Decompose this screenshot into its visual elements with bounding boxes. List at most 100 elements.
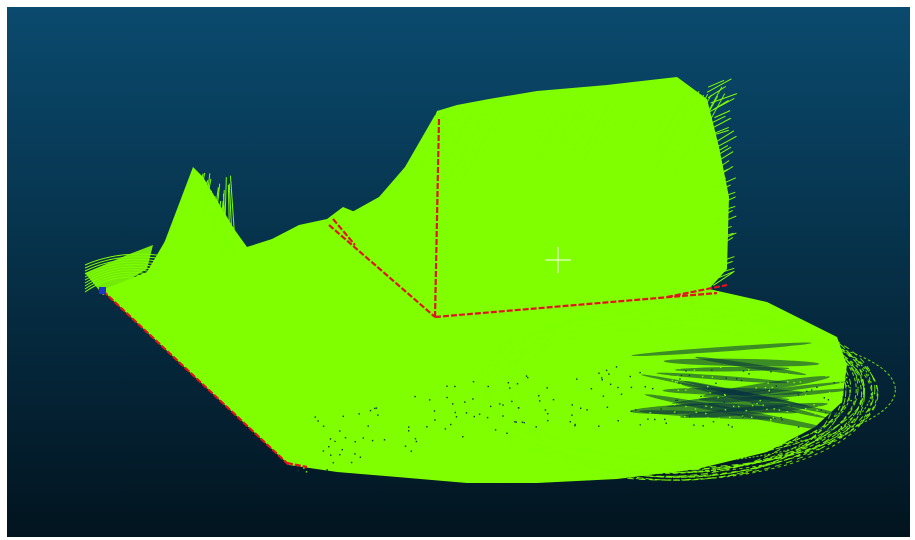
strand [420, 109, 474, 206]
speckle [535, 426, 537, 428]
speckle [532, 423, 535, 425]
speckle [553, 426, 555, 429]
strand [229, 175, 237, 258]
speckle [823, 397, 825, 399]
speckle [315, 463, 317, 465]
speckle [705, 412, 707, 415]
strand [494, 109, 533, 178]
speckle [404, 425, 406, 427]
speckle [852, 421, 854, 423]
speckle [353, 462, 355, 464]
speckle [452, 403, 454, 405]
speckle [834, 394, 837, 397]
speckle [770, 420, 772, 422]
strand [166, 177, 199, 258]
speckle [513, 379, 515, 381]
speckle [574, 423, 576, 426]
speckle [569, 421, 571, 423]
speckle [559, 368, 561, 371]
speckle [523, 396, 525, 399]
strand [714, 210, 724, 219]
speckle [461, 397, 463, 400]
speckle [339, 430, 341, 432]
speckle [711, 376, 714, 378]
point-cloud-viewport[interactable] [7, 7, 910, 537]
speckle [656, 394, 658, 396]
speckle [709, 392, 711, 394]
speckle [673, 404, 676, 406]
speckle [813, 404, 815, 406]
speckle [671, 383, 674, 385]
speckle [727, 424, 730, 426]
speckle [386, 404, 388, 406]
speckle [685, 389, 687, 391]
speckle [521, 421, 524, 423]
strand [713, 166, 734, 179]
strand [658, 90, 700, 164]
strand [710, 196, 729, 206]
speckle [719, 366, 722, 368]
strand [550, 104, 583, 162]
speckle [629, 398, 631, 400]
edge-mid-corner [332, 218, 356, 246]
speckle [679, 379, 681, 381]
strand [193, 181, 208, 258]
strand [711, 191, 736, 201]
speckle [426, 426, 428, 428]
speckle [571, 414, 573, 416]
speckle [835, 379, 837, 381]
speckle [748, 369, 750, 371]
speckle [845, 385, 848, 387]
speckle [298, 450, 301, 452]
speckle [707, 385, 709, 388]
speckle [764, 387, 767, 389]
point-cloud-scene[interactable] [7, 7, 910, 537]
speckle [400, 405, 402, 407]
speckle [738, 405, 740, 408]
speckle [352, 462, 355, 464]
speckle [767, 388, 770, 391]
orbit-ring [467, 311, 852, 464]
speckle [576, 378, 578, 380]
speckle [789, 378, 792, 380]
speckle [584, 369, 587, 372]
speckle [550, 373, 552, 375]
speckle [675, 399, 677, 402]
speckle [825, 412, 827, 414]
speckle [820, 409, 822, 411]
speckle [771, 375, 773, 378]
speckle [606, 406, 609, 408]
speckle [368, 455, 370, 457]
speckle [797, 426, 800, 428]
speckle [309, 426, 312, 429]
speckle [506, 432, 508, 434]
orbit-ring [480, 307, 876, 470]
speckle [405, 403, 407, 406]
speckle [472, 398, 474, 400]
speckle [444, 428, 447, 430]
speckle [414, 395, 416, 398]
speckle [598, 372, 600, 374]
speckle [500, 380, 502, 382]
speckle [602, 395, 605, 397]
edge-vertical [433, 118, 441, 318]
strand [494, 106, 539, 186]
strand [609, 99, 647, 166]
speckle [385, 431, 387, 433]
speckle [674, 411, 676, 413]
crosshair-icon[interactable] [545, 247, 571, 273]
strand [438, 111, 483, 191]
strand [710, 146, 732, 160]
speckle [730, 386, 732, 389]
speckle [816, 421, 818, 423]
speckle [395, 416, 398, 418]
speckle [608, 373, 610, 375]
speckle [415, 443, 418, 446]
speckle [317, 421, 320, 424]
strand [650, 91, 698, 178]
strand [84, 264, 158, 278]
strand [228, 183, 234, 258]
speckle [429, 439, 432, 442]
speckle [490, 405, 492, 408]
strand [169, 176, 200, 258]
